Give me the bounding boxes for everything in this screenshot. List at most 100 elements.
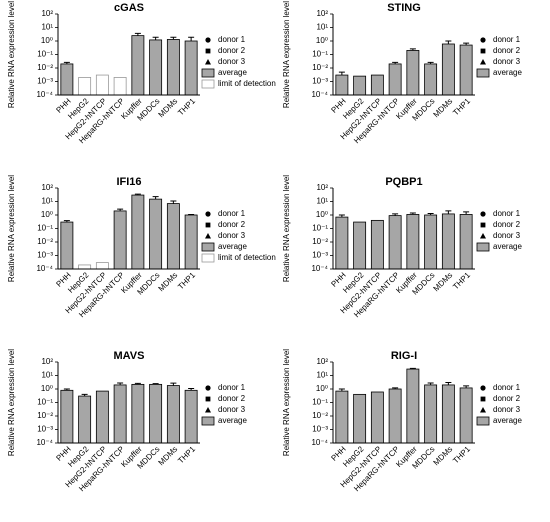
error-bar [117, 382, 124, 385]
x-tick-label: MDMs [432, 271, 455, 294]
legend-label: donor 1 [218, 383, 246, 392]
y-tick-label: 10⁻¹ [312, 50, 328, 59]
legend-label: donor 3 [218, 231, 246, 240]
error-bar [134, 32, 141, 36]
legend-symbol [205, 59, 211, 65]
error-bar [117, 208, 124, 211]
y-tick-label: 10⁰ [316, 36, 328, 45]
error-bar [188, 387, 195, 391]
error-bar [170, 36, 177, 40]
x-tick-label: MDMs [157, 97, 180, 120]
bar [441, 384, 455, 444]
y-tick-label: 10⁻¹ [37, 398, 53, 407]
bar [184, 214, 198, 270]
bar [370, 74, 384, 96]
legend-symbol [205, 48, 211, 54]
x-tick-label: THP1 [451, 444, 472, 465]
bar [184, 40, 198, 96]
legend-label: average [493, 242, 522, 251]
y-tick-label: 10⁰ [316, 384, 328, 393]
legend-label: donor 3 [493, 231, 521, 240]
legend-symbol [205, 211, 211, 217]
y-tick-label: 10⁻¹ [37, 224, 53, 233]
y-tick-label: 10⁰ [316, 210, 328, 219]
error-bar [409, 212, 416, 215]
bar [166, 203, 180, 270]
y-tick-label: 10¹ [41, 23, 53, 32]
bar [388, 388, 402, 444]
bar [424, 63, 438, 96]
y-tick-label: 10⁻¹ [312, 224, 328, 233]
bar [424, 384, 438, 444]
legend-label: donor 1 [218, 209, 246, 218]
bar [353, 75, 367, 96]
legend-symbol [480, 385, 486, 391]
chart-panel: RIG-I Relative RNA expression level 10⁻⁴ 10… [282, 349, 522, 494]
y-axis-label: Relative RNA expression level [282, 349, 291, 456]
legend-symbol [205, 385, 211, 391]
bar [388, 215, 402, 270]
error-bar [134, 382, 141, 385]
bar [131, 383, 145, 444]
y-tick-label: 10⁻² [312, 63, 328, 72]
legend-symbol [205, 396, 211, 402]
error-bar [463, 385, 470, 388]
legend-label: limit of detection [218, 79, 276, 88]
legend-symbol [480, 37, 486, 43]
legend-label: average [218, 242, 247, 251]
bar [60, 63, 74, 96]
y-tick-label: 10⁻² [312, 411, 328, 420]
legend-symbol [205, 37, 211, 43]
legend-symbol [480, 407, 486, 413]
bar [166, 39, 180, 96]
legend-label: donor 1 [493, 209, 521, 218]
bar [166, 385, 180, 444]
error-bar [338, 71, 345, 76]
bar [388, 63, 402, 96]
y-tick-label: 10² [316, 357, 328, 366]
error-bar [152, 36, 159, 40]
bar [149, 383, 163, 444]
x-tick-label: MDMs [157, 271, 180, 294]
error-bar [409, 48, 416, 51]
y-tick-label: 10⁰ [41, 36, 53, 45]
legend-label: limit of detection [218, 253, 276, 262]
legend-label: average [493, 68, 522, 77]
legend-symbol [205, 407, 211, 413]
error-bar [409, 367, 416, 370]
y-tick-label: 10⁻³ [312, 425, 328, 434]
error-bar [392, 213, 399, 216]
error-bar [338, 214, 345, 218]
bar [113, 384, 127, 444]
legend-swatch [201, 416, 215, 426]
error-bar [445, 210, 452, 214]
bar [459, 44, 473, 96]
legend-label: donor 2 [218, 220, 246, 229]
error-bar [463, 42, 470, 46]
y-tick-label: 10⁻⁴ [311, 90, 328, 99]
error-bar [427, 61, 434, 64]
y-tick-label: 10⁻² [37, 63, 53, 72]
legend-label: donor 1 [218, 35, 246, 44]
y-tick-label: 10⁻⁴ [311, 438, 328, 447]
error-bar [63, 388, 70, 391]
error-bar [338, 388, 345, 392]
y-axis-label: Relative RNA expression level [7, 175, 16, 282]
x-tick-label: MDMs [432, 97, 455, 120]
error-bar [134, 193, 141, 196]
legend-label: donor 1 [493, 383, 521, 392]
bar [95, 262, 109, 270]
bar [441, 213, 455, 270]
bar [406, 368, 420, 444]
legend-label: donor 3 [493, 405, 521, 414]
y-tick-label: 10² [41, 183, 53, 192]
y-tick-label: 10⁰ [41, 384, 53, 393]
legend-swatch [201, 253, 215, 263]
legend-label: average [218, 416, 247, 425]
chart-title: RIG-I [391, 350, 417, 362]
bar [95, 74, 109, 96]
error-bar [152, 383, 159, 385]
bar [78, 395, 92, 444]
legend-label: donor 2 [493, 220, 521, 229]
